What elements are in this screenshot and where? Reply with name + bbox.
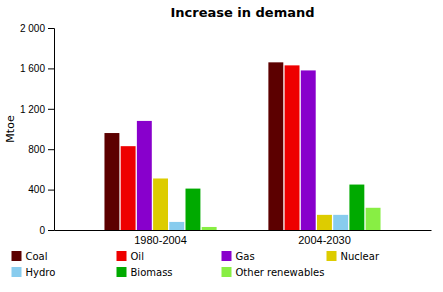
tick: 400 bbox=[28, 184, 54, 195]
bar bbox=[186, 189, 201, 230]
legend-label: Other renewables bbox=[236, 267, 325, 278]
bar bbox=[169, 222, 184, 230]
bar bbox=[333, 215, 348, 230]
tick-label: 1 600 bbox=[20, 63, 45, 74]
tick-label: 2 000 bbox=[20, 23, 45, 34]
tick-mark bbox=[48, 190, 54, 191]
bar bbox=[137, 121, 152, 230]
legend-label: Nuclear bbox=[341, 251, 380, 262]
bar bbox=[317, 215, 332, 230]
legend-swatch bbox=[222, 267, 232, 277]
legend-swatch bbox=[327, 251, 337, 261]
legend-item: Coal bbox=[12, 251, 48, 262]
tick-mark bbox=[48, 230, 54, 231]
chart: 0 400 800 1 200 1 600 2 000 1980-2004 2004-2030… bbox=[0, 0, 443, 292]
legend-label: Gas bbox=[236, 251, 255, 262]
bar bbox=[366, 208, 381, 230]
legend-item: Nuclear bbox=[327, 251, 380, 262]
x-axis: 1980-2004 2004-2030 bbox=[55, 231, 432, 246]
legend-item: Other renewables bbox=[222, 267, 325, 278]
tick-label: 1980-2004 bbox=[134, 234, 187, 246]
tick-label: 1 200 bbox=[20, 104, 45, 115]
tick-label: 800 bbox=[28, 144, 45, 155]
axis-line bbox=[48, 29, 55, 231]
legend-item: Gas bbox=[222, 251, 255, 262]
bar bbox=[121, 146, 136, 230]
tick: 1 200 bbox=[20, 104, 54, 115]
tick-mark bbox=[48, 68, 54, 69]
bars bbox=[104, 62, 380, 230]
tick: 2004-2030 bbox=[298, 234, 351, 246]
legend-item: Hydro bbox=[12, 267, 56, 278]
tick-mark bbox=[48, 28, 54, 29]
y-axis: 0 400 800 1 200 1 600 2 000 bbox=[20, 23, 55, 236]
legend-label: Oil bbox=[131, 251, 144, 262]
axis-line bbox=[55, 230, 432, 231]
legend-swatch bbox=[12, 251, 22, 261]
plot: 0 400 800 1 200 1 600 2 000 1980-2004 2004-2030 bbox=[20, 23, 432, 246]
bar bbox=[349, 185, 364, 230]
legend-label: Hydro bbox=[26, 267, 56, 278]
tick-mark bbox=[48, 109, 54, 110]
bar bbox=[202, 227, 217, 230]
tick: 800 bbox=[28, 144, 54, 155]
tick-mark bbox=[48, 149, 54, 150]
tick-label: 2004-2030 bbox=[298, 234, 351, 246]
tick: 0 bbox=[39, 225, 54, 236]
bar bbox=[104, 133, 119, 230]
y-axis-title: Mtoe bbox=[4, 115, 17, 143]
legend: Coal Oil Gas Nuclear Hydro Biomass Other renew… bbox=[12, 251, 380, 278]
legend-swatch bbox=[222, 251, 232, 261]
legend-swatch bbox=[117, 251, 127, 261]
tick-label: 400 bbox=[28, 184, 45, 195]
legend-label: Coal bbox=[26, 251, 48, 262]
tick-label: 0 bbox=[39, 225, 45, 236]
bar bbox=[153, 178, 168, 230]
bar bbox=[268, 62, 283, 230]
bar bbox=[301, 70, 316, 230]
tick: 2 000 bbox=[20, 23, 54, 34]
legend-label: Biomass bbox=[131, 267, 173, 278]
bar bbox=[285, 65, 300, 230]
legend-swatch bbox=[12, 267, 22, 277]
legend-item: Oil bbox=[117, 251, 144, 262]
title: Increase in demand bbox=[170, 5, 314, 20]
legend-item: Biomass bbox=[117, 267, 173, 278]
legend-swatch bbox=[117, 267, 127, 277]
tick: 1980-2004 bbox=[134, 234, 187, 246]
tick: 1 600 bbox=[20, 63, 54, 74]
